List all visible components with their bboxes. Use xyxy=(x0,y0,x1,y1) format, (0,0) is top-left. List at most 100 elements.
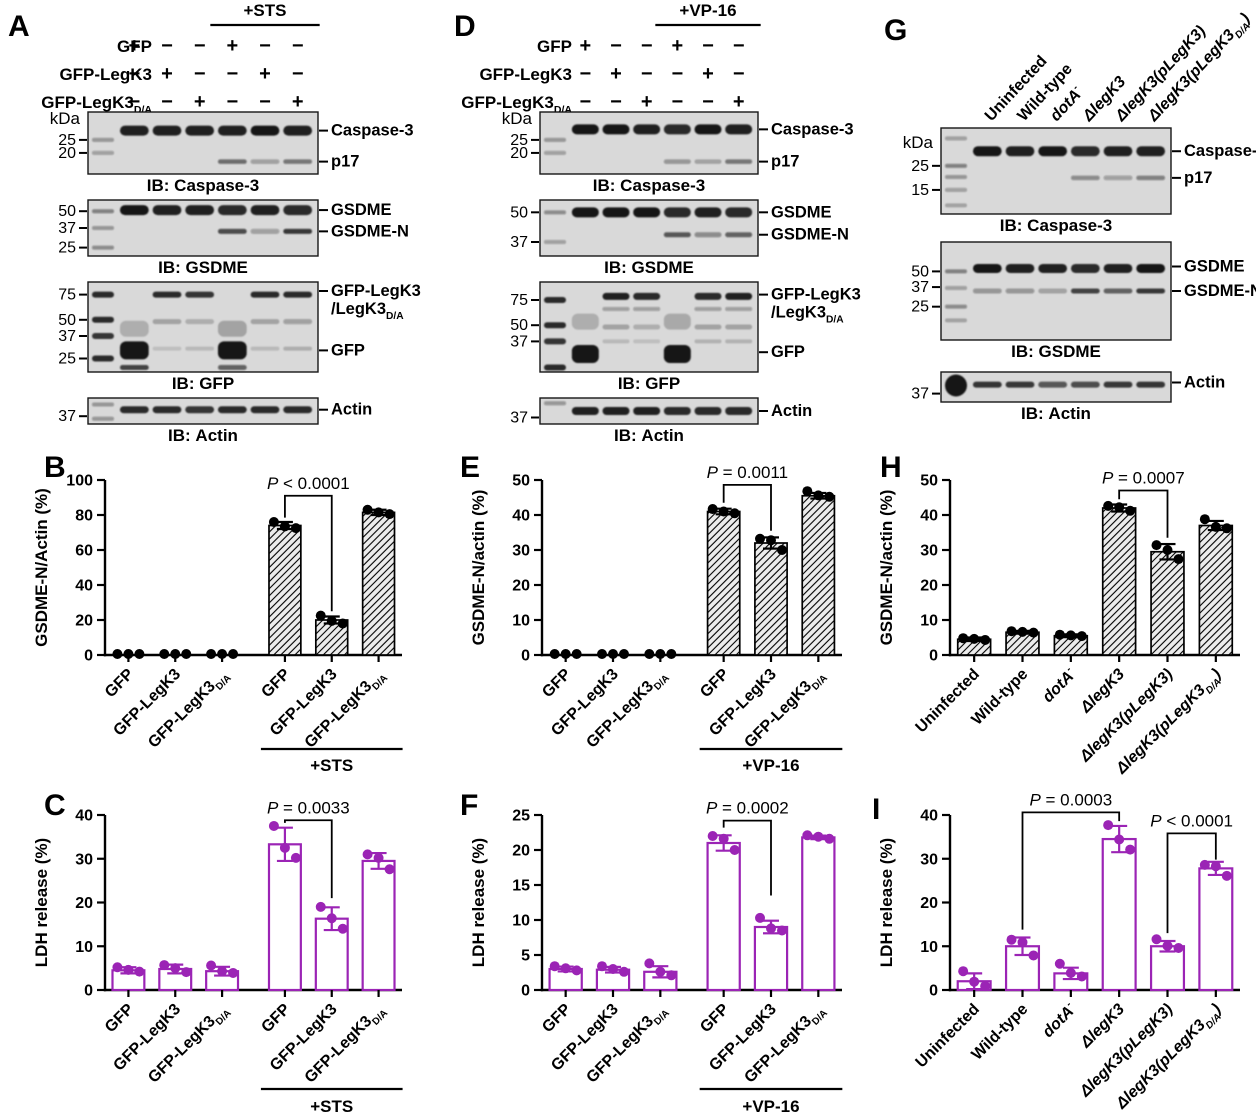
data-point xyxy=(170,649,181,659)
protein-band xyxy=(185,319,215,325)
data-point xyxy=(1125,505,1136,516)
blot-caption: IB: GSDME xyxy=(604,258,694,277)
blot-membrane xyxy=(87,111,319,175)
panel-G: G Uninfected Wild-type dotA- ΔlegK3 ΔlegK3(pL… xyxy=(856,0,1256,445)
panel-letter: E xyxy=(460,451,480,484)
mw-marker-label: 25 xyxy=(510,132,528,149)
ladder-band xyxy=(945,136,967,141)
protein-band xyxy=(119,406,149,414)
protein-band xyxy=(1070,175,1100,181)
group-label: +STS xyxy=(310,1097,353,1116)
x-tick-label: GFP xyxy=(258,666,294,702)
bar-fill xyxy=(707,843,740,990)
protein-band xyxy=(1103,263,1133,273)
protein-band xyxy=(725,339,753,344)
data-point xyxy=(608,964,618,974)
data-point xyxy=(159,960,170,971)
y-tick-label: 40 xyxy=(75,578,93,595)
protein-band xyxy=(283,291,313,298)
sign-plus: + xyxy=(194,91,206,113)
protein-band xyxy=(119,320,149,337)
band-label: GSDME-N xyxy=(331,222,409,240)
bar-fill xyxy=(802,837,835,990)
protein-band xyxy=(633,292,661,300)
protein-band xyxy=(694,307,722,311)
data-point xyxy=(644,958,655,969)
y-tick-label: 10 xyxy=(75,939,93,956)
ladder-band xyxy=(945,187,967,192)
data-point xyxy=(1017,937,1028,948)
protein-band xyxy=(602,407,630,415)
protein-band xyxy=(571,207,599,218)
ladder-band xyxy=(945,269,967,274)
band-label: /LegK3D/A xyxy=(771,304,844,326)
y-tick-label: 80 xyxy=(75,508,93,525)
protein-band xyxy=(217,228,247,234)
protein-band xyxy=(152,346,182,351)
data-point xyxy=(1210,521,1221,532)
ladder-band xyxy=(544,322,566,329)
data-point xyxy=(315,610,326,621)
bar-fill xyxy=(1199,868,1233,990)
data-point xyxy=(644,649,655,659)
protein-band xyxy=(283,205,313,216)
protein-band xyxy=(725,232,753,238)
sign-minus: − xyxy=(259,91,271,113)
y-tick-label: 10 xyxy=(920,613,938,630)
mw-marker-label: 37 xyxy=(510,333,528,350)
protein-band xyxy=(250,346,280,351)
sign-plus: + xyxy=(161,63,173,85)
y-tick-label: 30 xyxy=(920,851,938,868)
sign-plus: + xyxy=(128,35,140,57)
ladder-band xyxy=(945,374,967,397)
group-label: +STS xyxy=(310,756,353,775)
data-point xyxy=(373,852,384,863)
bar-fill xyxy=(754,543,788,655)
sign-minus: − xyxy=(194,35,206,57)
panel-letter: C xyxy=(44,789,66,822)
protein-band xyxy=(725,407,753,415)
x-tick-label: dotA- xyxy=(1038,664,1080,706)
data-point xyxy=(980,634,991,645)
treatment-label: +VP-16 xyxy=(679,1,736,20)
blot-bands xyxy=(945,136,1166,208)
significance-bracket xyxy=(1021,811,1121,930)
data-point xyxy=(718,506,729,517)
x-tick-label: GFP xyxy=(102,1001,138,1037)
protein-band xyxy=(972,146,1002,157)
protein-band xyxy=(152,406,182,414)
blot-membrane xyxy=(940,127,1172,215)
data-point xyxy=(290,852,301,863)
y-tick-label: 0 xyxy=(521,648,530,665)
data-point xyxy=(1076,971,1087,982)
blot-bands xyxy=(92,205,313,250)
panel-letter: I xyxy=(872,793,880,826)
data-point xyxy=(268,820,279,831)
data-point xyxy=(217,966,228,977)
data-point xyxy=(123,964,134,975)
band-label: Caspase-3 xyxy=(1184,142,1256,160)
blot-membrane xyxy=(539,111,759,175)
data-point xyxy=(1162,940,1173,951)
data-point xyxy=(707,504,718,515)
sign-plus: + xyxy=(259,63,271,85)
sign-minus: − xyxy=(641,35,653,57)
protein-band xyxy=(283,228,313,234)
protein-band xyxy=(1136,175,1166,181)
data-point xyxy=(134,649,145,659)
data-point xyxy=(777,925,787,936)
ladder-band xyxy=(92,137,114,142)
ladder-band xyxy=(92,355,114,362)
ladder-band xyxy=(544,210,566,215)
protein-band xyxy=(1103,288,1133,294)
protein-band xyxy=(694,292,722,300)
protein-band xyxy=(694,232,722,238)
sign-minus: − xyxy=(579,63,591,85)
data-point xyxy=(337,923,348,934)
sign-plus: + xyxy=(641,91,653,113)
protein-band xyxy=(602,207,630,218)
bar-fill xyxy=(1102,508,1136,655)
panel-A: A +STS GFP + − − + − − GFP-LegK3− + − − + − GFP-LegK3D/… xyxy=(0,0,421,445)
data-point xyxy=(217,649,228,659)
